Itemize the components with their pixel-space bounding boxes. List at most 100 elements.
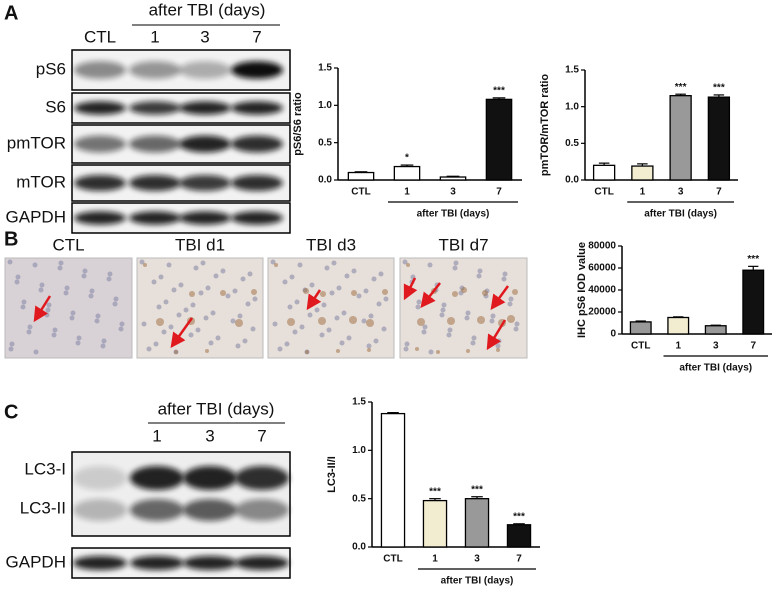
blot-band	[179, 135, 231, 153]
nucleus	[203, 315, 209, 321]
blot-band	[129, 101, 181, 115]
nucleus	[464, 315, 470, 321]
nucleus	[153, 341, 159, 347]
nucleus	[14, 279, 20, 285]
nucleus	[39, 282, 45, 288]
image-title: CTL	[52, 235, 84, 254]
lane-label: 7	[252, 27, 261, 46]
y-axis-label: IHC pS6 IOD value	[576, 242, 588, 338]
x-tick-label: CTL	[351, 187, 370, 198]
stain	[367, 348, 371, 352]
panel-letter: B	[4, 228, 18, 250]
nucleus	[309, 282, 315, 288]
nucleus	[171, 287, 177, 293]
bar	[380, 412, 406, 548]
nucleus	[176, 312, 182, 318]
nucleus	[95, 313, 101, 319]
nucleus	[57, 265, 63, 271]
nucleus	[376, 301, 382, 307]
nucleus	[100, 343, 106, 349]
nucleus	[307, 312, 313, 318]
blot-band	[129, 175, 181, 191]
bar	[464, 498, 490, 548]
nucleus	[289, 274, 295, 280]
stain	[366, 319, 374, 327]
panel-letter: A	[4, 2, 18, 24]
nucleus	[232, 288, 238, 294]
stain	[205, 349, 209, 353]
nucleus	[163, 299, 169, 305]
image-title: TBI d7	[438, 235, 488, 254]
nucleus	[8, 346, 14, 352]
y-tick-label: 0.5	[565, 138, 579, 149]
nucleus	[183, 307, 189, 313]
blot-strip	[71, 451, 291, 537]
nucleus	[339, 340, 345, 346]
blot-band	[129, 211, 181, 225]
significance: ***	[471, 484, 483, 495]
nucleus	[45, 307, 51, 313]
nucleus	[26, 329, 32, 335]
nucleus	[190, 302, 196, 308]
nucleus	[89, 288, 95, 294]
blot-row-label: pmTOR	[7, 133, 66, 152]
nucleus	[381, 326, 387, 332]
nucleus	[46, 302, 52, 308]
blot-band	[74, 135, 126, 153]
nucleus	[402, 259, 408, 265]
blot-header: after TBI (days)	[149, 0, 266, 19]
nucleus	[440, 307, 446, 313]
significance: ***	[513, 511, 525, 522]
nucleus	[465, 310, 471, 316]
y-tick-label: 0.0	[318, 175, 332, 186]
x-tick-label: 3	[474, 554, 480, 565]
blot-band	[74, 211, 126, 225]
significance: ***	[747, 254, 759, 265]
bar	[422, 499, 448, 548]
nucleus	[476, 273, 482, 279]
stain	[274, 263, 278, 267]
blot-band	[231, 175, 283, 191]
lane-label: 1	[150, 27, 159, 46]
y-tick-label: 1.5	[565, 65, 579, 76]
nucleus	[15, 274, 21, 280]
y-tick-label: 40000	[588, 285, 616, 296]
nucleus	[240, 276, 246, 282]
nucleus	[284, 341, 290, 347]
nucleus	[446, 332, 452, 338]
blot-band	[179, 211, 231, 225]
stain	[235, 319, 243, 327]
nucleus	[188, 332, 194, 338]
nucleus	[299, 324, 305, 330]
nucleus	[158, 274, 164, 280]
nucleus	[118, 326, 124, 332]
stain	[320, 291, 326, 297]
blot-band	[231, 101, 283, 115]
nucleus	[69, 315, 75, 321]
nucleus	[237, 313, 243, 319]
bar	[393, 165, 421, 181]
nucleus	[7, 259, 13, 265]
blot-row-label: pS6	[36, 59, 66, 78]
nucleus	[51, 332, 57, 338]
stain	[466, 349, 470, 353]
blot-row-label: LC3-II	[20, 498, 66, 517]
stain	[496, 348, 500, 352]
nucleus	[502, 271, 508, 277]
nucleus	[242, 338, 248, 344]
x-tick-label: CTL	[631, 341, 650, 352]
y-tick-label: 80000	[588, 241, 616, 252]
nucleus	[107, 271, 113, 277]
nucleus	[470, 340, 476, 346]
group-label: after TBI (days)	[417, 209, 490, 220]
blot-band	[130, 556, 184, 570]
nucleus	[415, 304, 421, 310]
nucleus	[441, 302, 447, 308]
blot-band	[179, 175, 231, 191]
significance: *	[405, 153, 409, 164]
stain	[251, 289, 257, 295]
nucleus	[270, 259, 276, 265]
nucleus	[324, 265, 330, 271]
nucleus	[210, 310, 216, 316]
nucleus	[508, 296, 514, 302]
